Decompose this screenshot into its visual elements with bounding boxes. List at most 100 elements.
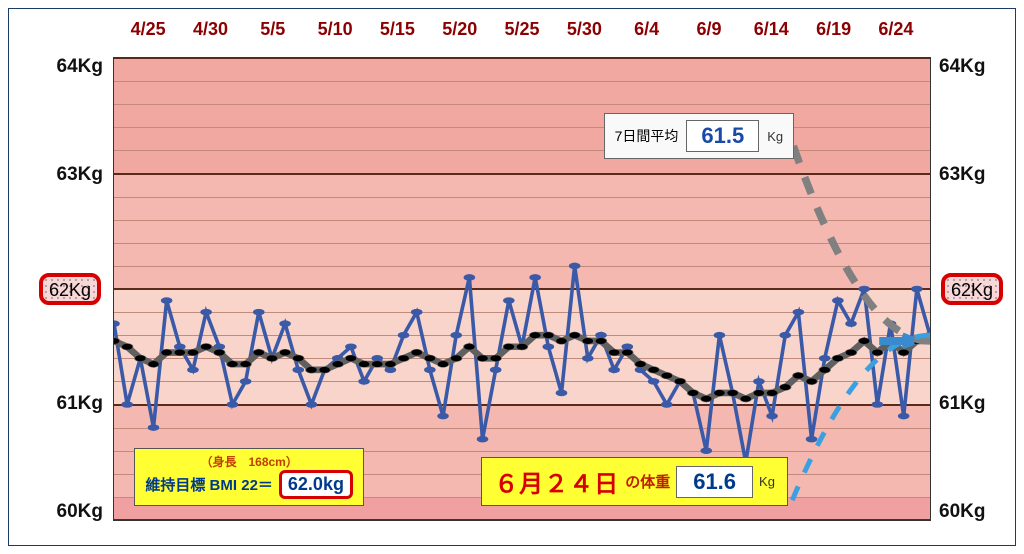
daily-series-marker (293, 367, 304, 373)
x-tick-label: 5/30 (553, 19, 615, 49)
x-axis-ticks: 4/254/305/55/105/155/205/255/306/46/96/1… (113, 19, 931, 49)
daily-series-marker (477, 436, 488, 442)
avg7-series-marker (543, 332, 554, 339)
y-tick-label: 63Kg (939, 165, 1009, 184)
avg7-series-marker (200, 343, 211, 350)
avg7-series-marker (424, 355, 435, 362)
x-tick-label: 5/20 (429, 19, 491, 49)
avg7-series-marker (345, 355, 356, 362)
avg7-series-marker (687, 390, 698, 397)
daily-series-marker (424, 367, 435, 373)
daily-series-marker (438, 413, 449, 419)
daily-series-marker (569, 263, 580, 269)
avg7-series-marker (293, 355, 304, 362)
avg7-series-marker (582, 338, 593, 345)
daily-series-marker (767, 413, 778, 419)
daily-series-marker (359, 378, 370, 384)
daily-series-marker (832, 298, 843, 304)
x-tick-label: 5/25 (491, 19, 553, 49)
x-tick-label: 6/19 (802, 19, 864, 49)
trend-arrow-icon (879, 336, 913, 345)
avg7-series-marker (450, 355, 461, 362)
y-tick-label: 61Kg (939, 394, 1009, 413)
x-tick-label: 4/30 (179, 19, 241, 49)
y-highlight-badge: 62Kg (941, 273, 1003, 305)
daily-series-marker (859, 286, 870, 292)
daily-series-marker (148, 425, 159, 431)
daily-series-marker (622, 344, 633, 350)
avg7-series-marker (174, 349, 185, 356)
avg7-series-marker (135, 355, 146, 362)
daily-series-marker (793, 309, 804, 315)
x-tick-label: 5/5 (242, 19, 304, 49)
avg7-series-marker (766, 390, 777, 397)
daily-series-marker (543, 344, 554, 350)
daily-series-marker (898, 413, 909, 419)
daily-series-marker (227, 401, 238, 407)
daily-series-marker (490, 367, 501, 373)
daily-series-marker (582, 355, 593, 361)
today-value: 61.6 (676, 466, 753, 498)
avg7-series-marker (148, 361, 159, 368)
avg7-series-marker (477, 355, 488, 362)
daily-series-marker (503, 298, 514, 304)
avg7-series-marker (872, 349, 883, 356)
y-tick-label: 60Kg (939, 502, 1009, 521)
daily-series-marker (714, 332, 725, 338)
avg7-series-marker (253, 349, 264, 356)
daily-series-marker (464, 274, 475, 280)
y-tick-label: 64Kg (33, 57, 103, 76)
x-tick-label: 4/25 (117, 19, 179, 49)
today-date: ６月２４日 (494, 464, 619, 499)
daily-series-marker (161, 298, 172, 304)
daily-series-marker (385, 367, 396, 373)
daily-series-marker (122, 401, 133, 407)
avg7-series-marker (595, 338, 606, 345)
avg7-series-marker (437, 361, 448, 368)
daily-series-marker (556, 390, 567, 396)
avg7-series-marker (858, 338, 869, 345)
bmi-height-label: （身長 168cm） (145, 453, 353, 470)
avg7-series-marker (516, 343, 527, 350)
avg7-series-marker (266, 355, 277, 362)
avg7-series-marker (727, 390, 738, 397)
x-tick-label: 5/15 (366, 19, 428, 49)
avg7-series-marker (398, 355, 409, 362)
daily-series-marker (872, 401, 883, 407)
daily-series-marker (372, 355, 383, 361)
bmi-target-box: （身長 168cm）維持目標 BMI 22＝62.0kg (134, 448, 364, 506)
avg-unit: Kg (767, 129, 783, 144)
y-axis-right: 64Kg 63Kg 62Kg 61Kg 60Kg (933, 57, 1009, 521)
avg7-series-marker (279, 349, 290, 356)
avg7-series-marker (358, 361, 369, 368)
x-tick-label: 6/9 (678, 19, 740, 49)
y-tick-label: 64Kg (939, 57, 1009, 76)
bmi-value: 62.0kg (279, 470, 353, 499)
daily-series-marker (114, 321, 119, 327)
daily-series-marker (648, 378, 659, 384)
avg7-series-marker (845, 349, 856, 356)
daily-series-marker (846, 321, 857, 327)
avg-value: 61.5 (686, 120, 759, 152)
avg7-series-marker (661, 372, 672, 379)
daily-series-marker (701, 448, 712, 454)
daily-series-marker (530, 274, 541, 280)
avg7-series-marker (490, 355, 501, 362)
avg7-series-marker (648, 367, 659, 374)
avg7-series-marker (622, 349, 633, 356)
daily-series-marker (451, 332, 462, 338)
avg7-series-marker (503, 343, 514, 350)
daily-series-marker (754, 378, 765, 384)
avg7-series-marker (740, 395, 751, 402)
daily-series-marker (780, 332, 791, 338)
avg7-series-marker (332, 361, 343, 368)
avg7-series-marker (714, 390, 725, 397)
avg7-series-marker (779, 384, 790, 391)
avg7-series-marker (832, 355, 843, 362)
avg7-series-marker (806, 378, 817, 385)
y-axis-left: 64Kg63Kg62Kg61Kg60Kg (33, 57, 109, 521)
avg7-series-marker (371, 361, 382, 368)
avg7-series-marker (608, 349, 619, 356)
avg7-series-marker (793, 372, 804, 379)
avg7-series-marker (161, 349, 172, 356)
